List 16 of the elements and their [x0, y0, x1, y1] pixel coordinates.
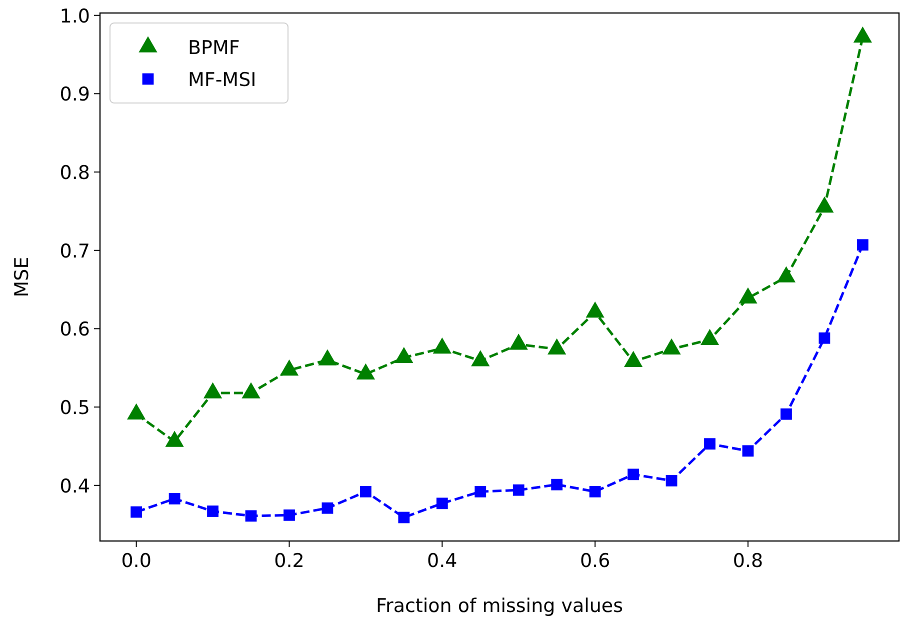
x-tick-label: 0.4 [427, 550, 458, 572]
x-tick-label: 0.0 [121, 550, 152, 572]
x-tick-label: 0.2 [274, 550, 304, 572]
y-tick-label: 1.0 [60, 5, 90, 28]
y-tick-label: 0.8 [60, 162, 90, 184]
x-axis-title: Fraction of missing values [376, 595, 624, 617]
y-tick-label: 0.7 [60, 240, 90, 262]
legend-label: BPMF [188, 37, 240, 59]
x-tick-label: 0.8 [732, 550, 764, 572]
y-tick-label: 0.5 [60, 397, 90, 420]
y-tick-label: 0.4 [60, 475, 90, 498]
y-axis-title: MSE [11, 256, 33, 298]
x-tick-label: 0.6 [580, 550, 610, 572]
y-tick-label: 0.9 [60, 84, 90, 106]
y-tick-label: 0.6 [60, 318, 90, 341]
legend-label: MF-MSI [188, 69, 256, 91]
